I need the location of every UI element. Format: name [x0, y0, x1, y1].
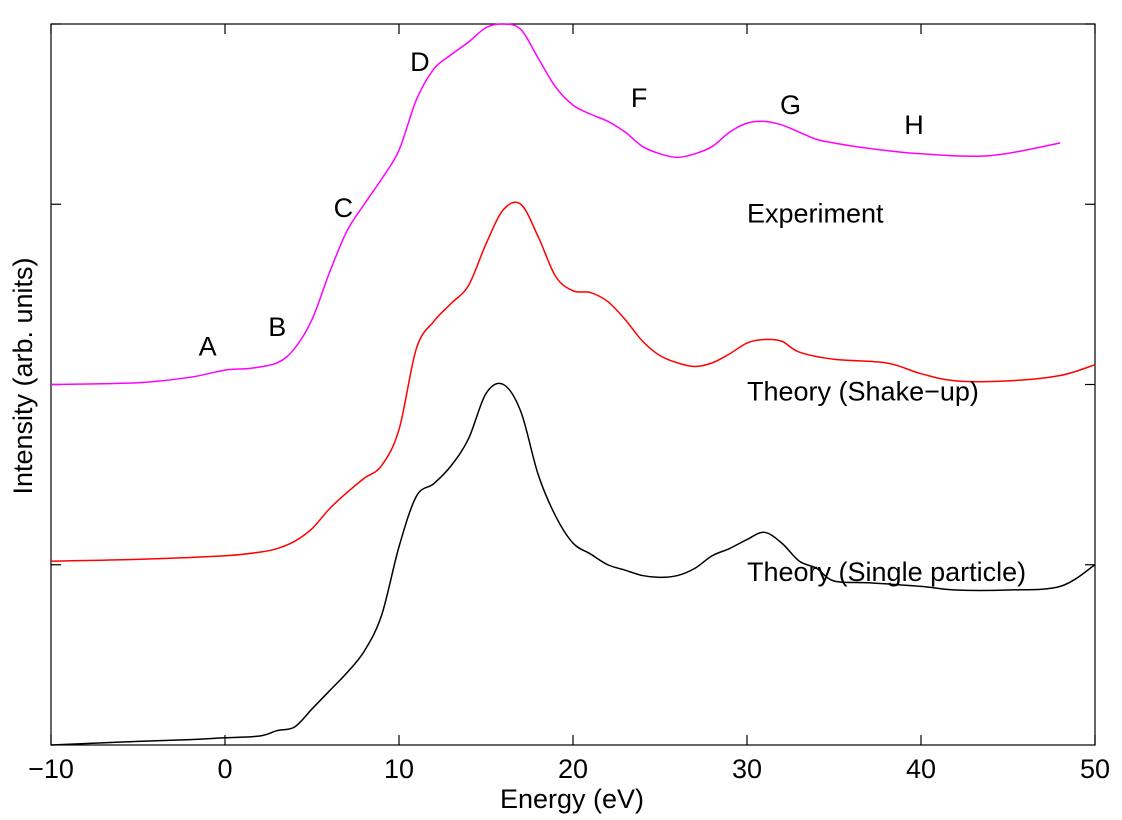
curve-label: Theory (Shake−up) [747, 377, 979, 407]
x-tick-label: 20 [558, 754, 588, 784]
series-line-theory-single-particle [50, 382, 1096, 746]
peak-label: G [780, 90, 801, 120]
curve-label: Experiment [747, 198, 884, 228]
peak-label: H [904, 110, 924, 140]
series-layer [50, 23, 1096, 746]
x-tick-label: 40 [906, 754, 936, 784]
x-tick-labels: −10 0 10 20 30 40 50 [28, 754, 1110, 784]
curve-label: Theory (Single particle) [747, 557, 1026, 587]
x-tick-label: 30 [732, 754, 762, 784]
peak-label: B [268, 312, 286, 342]
x-axis-title: Energy (eV) [500, 784, 644, 814]
peak-label: C [334, 193, 354, 223]
annotation-layer: ABCDEFGHExperimentTheory (Shake−up)Theor… [199, 47, 1027, 587]
x-tick-label: 50 [1080, 754, 1110, 784]
x-tick-label: 0 [217, 754, 232, 784]
y-axis-title: Intensity (arb. units) [8, 257, 38, 494]
peak-label: F [631, 83, 648, 113]
x-tick-label: −10 [28, 754, 74, 784]
series-line-theory-shake-up [50, 201, 1096, 562]
peak-label: D [410, 47, 430, 77]
series-line-experiment [50, 23, 1061, 386]
peak-label: A [199, 332, 217, 362]
x-tick-label: 10 [384, 754, 414, 784]
